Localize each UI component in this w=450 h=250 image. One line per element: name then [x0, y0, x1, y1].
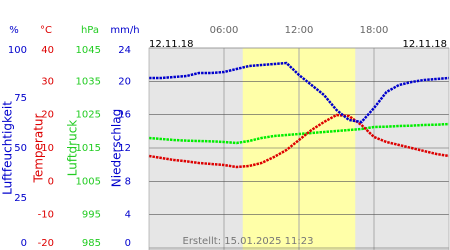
end-date: 12.11.18	[402, 39, 447, 50]
y-tick-label: 12	[118, 143, 131, 154]
data-line	[148, 122, 450, 145]
y-tick-label: 10	[41, 143, 54, 154]
y-tick-label: 4	[125, 210, 131, 221]
y-tick-label: -20	[38, 238, 54, 249]
y-tick-label: 40	[41, 45, 54, 56]
y-tick-label: 24	[118, 45, 131, 56]
axis-unit: %	[9, 25, 19, 36]
x-tick-label: 12:00	[285, 25, 314, 36]
y-tick-label: 1005	[76, 176, 101, 187]
axis-unit: mm/h	[110, 25, 139, 36]
y-tick-label: 0	[125, 238, 131, 249]
y-tick-label: 30	[41, 76, 54, 87]
y-tick-label: 1045	[76, 45, 101, 56]
y-tick-label: 985	[82, 238, 101, 249]
y-tick-label: 16	[118, 110, 131, 121]
y-tick-label: 0	[21, 238, 27, 249]
data-line	[148, 113, 450, 169]
axis-title: Luftfeuchtigkeit	[1, 101, 15, 195]
axis-unit: hPa	[81, 25, 99, 36]
y-tick-label: 50	[14, 143, 27, 154]
plot-border	[148, 47, 450, 250]
axis-title: Temperatur	[32, 113, 46, 183]
axis-title: Luftdruck	[66, 120, 80, 177]
y-tick-label: 20	[41, 110, 54, 121]
axis-title: Niederschlag	[110, 109, 124, 187]
footer: Erstellt: 15.01.2025 11:23	[183, 236, 314, 247]
x-tick-label: 06:00	[210, 25, 239, 36]
x-tick-label: 18:00	[360, 25, 389, 36]
axis-unit: °C	[40, 25, 52, 36]
start-date: 12.11.18	[149, 39, 194, 50]
data-line	[149, 61, 450, 124]
y-tick-label: 1015	[76, 143, 101, 154]
y-tick-label: 995	[82, 210, 101, 221]
y-tick-label: -10	[38, 210, 54, 221]
y-tick-label: 0	[48, 176, 54, 187]
y-tick-label: 1025	[76, 110, 101, 121]
y-tick-label: 1035	[76, 76, 101, 87]
y-tick-label: 25	[14, 193, 27, 204]
y-tick-label: 75	[14, 93, 27, 104]
y-tick-label: 20	[118, 76, 131, 87]
y-tick-label: 100	[8, 45, 27, 56]
y-tick-label: 8	[125, 176, 131, 187]
